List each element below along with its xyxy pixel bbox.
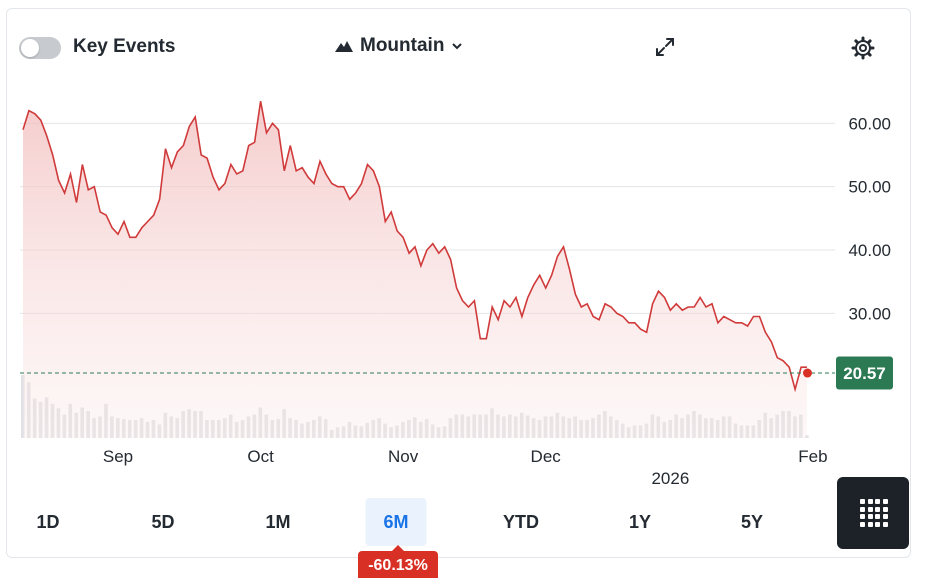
year-label: 2026 (651, 469, 689, 488)
more-charts-button[interactable] (837, 477, 909, 549)
grid-icon (860, 499, 888, 527)
range-button-5y[interactable]: 5Y (740, 512, 764, 532)
y-tick-label: 50.00 (848, 178, 891, 197)
gear-icon[interactable] (851, 36, 875, 60)
chart-type-label: Mountain (360, 35, 445, 56)
range-button-1d[interactable]: 1D (36, 512, 60, 532)
toggle-knob (21, 39, 39, 57)
last-price-label: 20.57 (843, 364, 886, 383)
volume-bar (21, 375, 25, 438)
price-line (22, 101, 807, 393)
x-tick-label: Oct (247, 447, 274, 466)
x-tick-label: Sep (103, 447, 133, 466)
y-tick-label: 60.00 (848, 114, 891, 133)
price-area (23, 101, 807, 438)
key-events-label: Key Events (73, 36, 176, 57)
range-button-6m[interactable]: 6M (365, 498, 427, 546)
last-price-dot (803, 368, 812, 378)
expand-icon[interactable] (654, 36, 676, 58)
price-chart: 60.00 50.00 40.00 30.00 Sep Oct Nov Dec Feb 2026… (20, 101, 893, 488)
key-events-toggle[interactable] (19, 37, 61, 59)
range-button-5d[interactable]: 5D (151, 512, 175, 532)
chart-type-dropdown[interactable]: Mountain (335, 35, 463, 57)
last-price-badge: 20.57 (836, 356, 893, 390)
range-selector: 1D 5D 1M 6M YTD 1Y 5Y (0, 498, 830, 546)
chevron-down-icon (452, 43, 463, 50)
y-tick-label: 30.00 (848, 304, 891, 323)
range-button-1m[interactable]: 1M (265, 512, 291, 532)
range-button-ytd[interactable]: YTD (503, 512, 539, 532)
mountain-icon (335, 41, 353, 52)
change-badge: -60.13% (358, 545, 438, 578)
x-tick-label: Dec (531, 447, 562, 466)
range-button-1y[interactable]: 1Y (628, 512, 652, 532)
x-tick-label: Feb (798, 447, 827, 466)
x-tick-label: Nov (388, 447, 419, 466)
y-tick-label: 40.00 (848, 241, 891, 260)
